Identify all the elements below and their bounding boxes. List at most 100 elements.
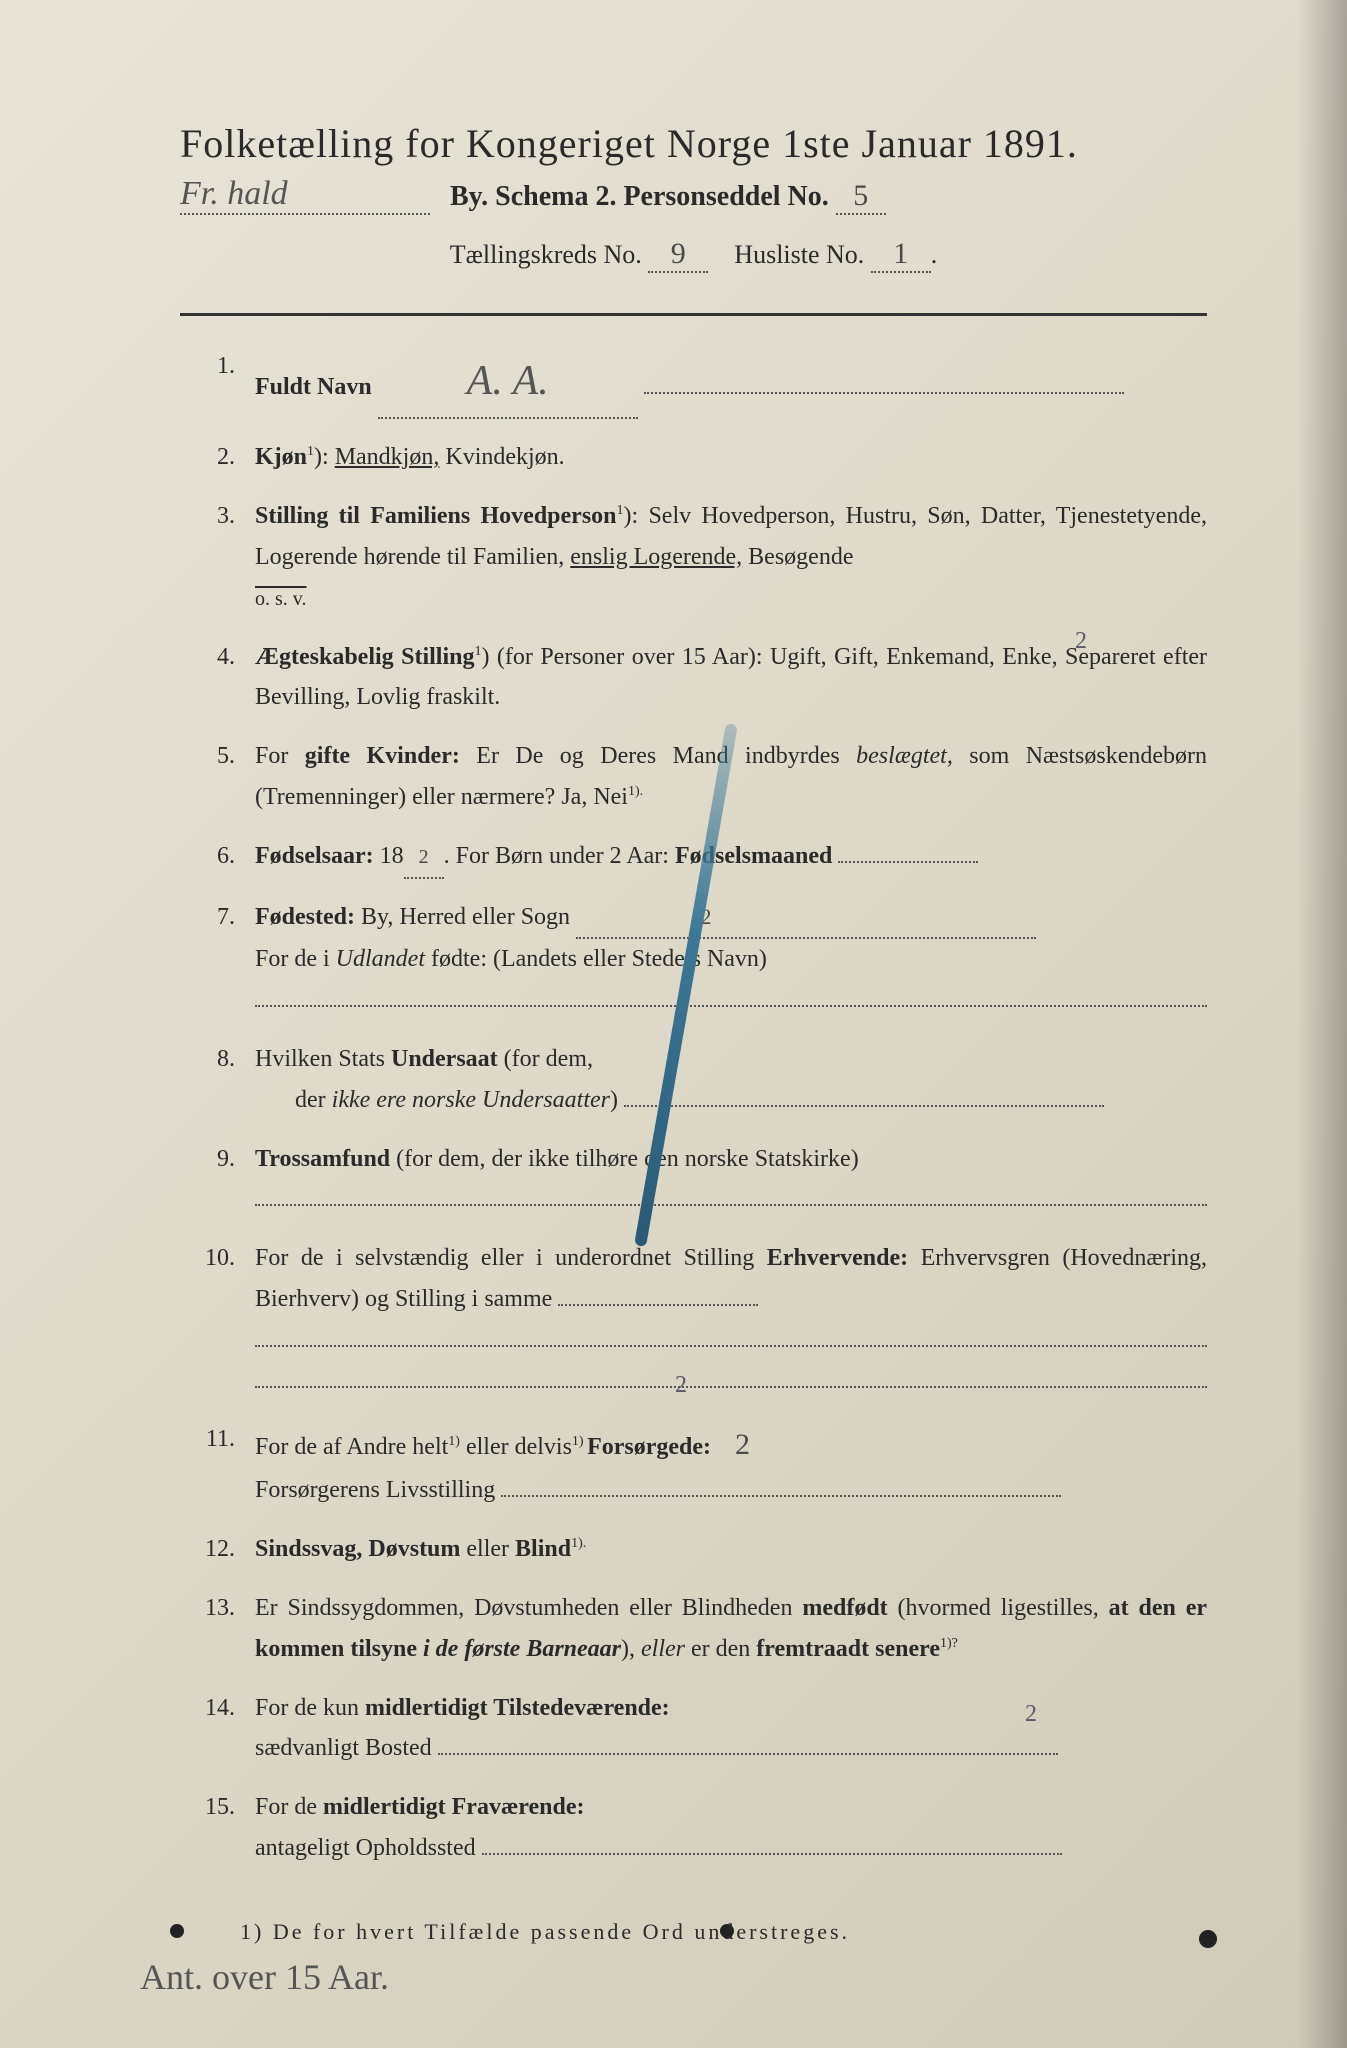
- text-11a: For de af Andre helt: [255, 1434, 448, 1460]
- item-num: 15.: [180, 1787, 255, 1869]
- item-8: 8. Hvilken Stats Undersaat (for dem, der…: [180, 1039, 1207, 1121]
- item-num: 7.: [180, 897, 255, 1021]
- ink-dot: [720, 1924, 734, 1938]
- schema-label: By. Schema 2. Personseddel No.: [450, 181, 829, 212]
- item-15: 15. For de midlertidigt Fraværende: anta…: [180, 1787, 1207, 1869]
- husliste-no: 1: [893, 237, 908, 270]
- text-5: Er De og Deres Mand indbyrdes: [476, 743, 856, 769]
- item-2: 2. Kjøn1): Mandkjøn, Kvindekjøn.: [180, 437, 1207, 478]
- kvindekjon: Kvindekjøn.: [445, 444, 564, 470]
- line2b-7: fødte: (Landets eller Stedets Navn): [431, 946, 767, 972]
- item-num: 12.: [180, 1529, 255, 1570]
- sup11b: 1): [572, 1434, 587, 1449]
- mid-6: For Børn under 2 Aar:: [456, 843, 675, 869]
- paren-4: (for Personer over 15 Aar):: [497, 644, 763, 670]
- item-13: 13. Er Sindssygdommen, Døvstumheden elle…: [180, 1588, 1207, 1670]
- text-15a: For de: [255, 1794, 323, 1820]
- annot-4: 2: [1075, 621, 1087, 662]
- text-7: By, Herred eller Sogn: [361, 904, 570, 930]
- label-tilstede: midlertidigt Tilstedeværende:: [365, 1695, 670, 1721]
- label-gifte: gifte Kvinder:: [305, 743, 460, 769]
- item-num: 5.: [180, 736, 255, 818]
- osv: o. s. v.: [255, 588, 306, 610]
- sup12: 1).: [571, 1536, 586, 1551]
- item-num: 6.: [180, 836, 255, 879]
- line2-8: der: [295, 1087, 332, 1113]
- text-13b: (hvormed ligestilles,: [898, 1595, 1109, 1621]
- item-11: 11. For de af Andre helt1) eller delvis1…: [180, 1419, 1207, 1511]
- divider: [180, 313, 1207, 316]
- text-8a: Hvilken Stats: [255, 1046, 391, 1072]
- item-num: 1.: [180, 346, 255, 419]
- annot-14: 2: [1025, 1694, 1037, 1735]
- item-9: 9. Trossamfund (for dem, der ikke tilhør…: [180, 1139, 1207, 1221]
- label-kjon: Kjøn: [255, 444, 307, 470]
- kreds-label: Tællingskreds No.: [450, 240, 642, 269]
- ink-dot: [170, 1924, 184, 1938]
- text-13c: ),: [621, 1636, 641, 1662]
- item-7: 7. Fødested: By, Herred eller Sogn 2 For…: [180, 897, 1207, 1021]
- header-title: Folketælling for Kongeriget Norge 1ste J…: [180, 120, 1207, 167]
- sup13: 1)?: [940, 1636, 958, 1651]
- label-forsorgede: Forsørgede:: [587, 1434, 711, 1460]
- item-num: 3.: [180, 496, 255, 618]
- year-prefix: 18: [380, 843, 404, 869]
- line2-15: antageligt Opholdssted: [255, 1835, 476, 1861]
- label-fravaer: midlertidigt Fraværende:: [323, 1794, 585, 1820]
- year-hand: 2: [419, 846, 429, 868]
- text-13a: Er Sindssygdommen, Døvstumheden eller Bl…: [255, 1595, 802, 1621]
- em-5: beslægtet,: [856, 743, 953, 769]
- annot-11: 2: [735, 1428, 750, 1461]
- text-12: eller: [466, 1536, 515, 1562]
- item-num: 11.: [180, 1419, 255, 1511]
- label-stilling: Stilling til Familiens Hovedperson: [255, 503, 617, 529]
- label-fodselsaar: Fødselsaar:: [255, 843, 374, 869]
- text-13d: er den: [691, 1636, 756, 1662]
- bottom-handwriting: Ant. over 15 Aar.: [140, 1956, 389, 1998]
- item-num: 2.: [180, 437, 255, 478]
- item-3: 3. Stilling til Familiens Hovedperson1):…: [180, 496, 1207, 618]
- label-aegteskab: Ægteskabelig Stilling: [255, 644, 474, 670]
- item-5: 5. For gifte Kvinder: Er De og Deres Man…: [180, 736, 1207, 818]
- mandkjon: Mandkjøn,: [335, 444, 440, 470]
- line2-7: For de i: [255, 946, 336, 972]
- annot-10: 2: [675, 1365, 687, 1406]
- em-13b: eller: [641, 1636, 691, 1662]
- husliste-label: Husliste No.: [734, 240, 864, 269]
- item-14: 14. For de kun midlertidigt Tilstedevære…: [180, 1688, 1207, 1770]
- label-fuldt-navn: Fuldt Navn: [255, 374, 372, 400]
- annot-7: 2: [701, 904, 712, 929]
- label-trossamfund: Trossamfund: [255, 1146, 390, 1172]
- item-10: 10. For de i selvstændig eller i underor…: [180, 1238, 1207, 1401]
- fuldt-navn-value: A. A.: [467, 358, 549, 404]
- label-fodested: Fødested:: [255, 904, 355, 930]
- text-14a: For de kun: [255, 1695, 365, 1721]
- item-num: 4.: [180, 637, 255, 719]
- item-num: 10.: [180, 1238, 255, 1401]
- item-6: 6. Fødselsaar: 182. For Børn under 2 Aar…: [180, 836, 1207, 879]
- line2b-8: ): [610, 1087, 618, 1113]
- em-7: Udlandet: [336, 946, 425, 972]
- text-11b: eller delvis: [466, 1434, 572, 1460]
- sup-5: 1).: [628, 784, 643, 799]
- pre-5: For: [255, 743, 305, 769]
- label-sindssvag: Sindssvag, Døvstum: [255, 1536, 460, 1562]
- label-undersaat: Undersaat: [391, 1046, 498, 1072]
- sup: 1: [307, 444, 314, 459]
- item-num: 13.: [180, 1588, 255, 1670]
- text-8b: (for dem,: [504, 1046, 593, 1072]
- em-8: ikke ere norske Undersaatter: [332, 1087, 610, 1113]
- item-4: 4. Ægteskabelig Stilling1) (for Personer…: [180, 637, 1207, 719]
- b-13-1: medfødt: [802, 1595, 887, 1621]
- line2-11: Forsørgerens Livsstilling: [255, 1477, 495, 1503]
- label-erhverv: Erhvervende:: [767, 1245, 908, 1271]
- item-1: 1. Fuldt Navn A. A.: [180, 346, 1207, 419]
- personseddel-no: 5: [853, 179, 868, 212]
- form-items: 1. Fuldt Navn A. A. 2. Kjøn1): Mandkjøn,…: [180, 346, 1207, 1869]
- line2-14: sædvanligt Bosted: [255, 1735, 432, 1761]
- label-blind: Blind: [515, 1536, 571, 1562]
- text-3b: Besøgende: [748, 544, 853, 570]
- label-fodselsmnd: Fødselsmaaned: [675, 843, 832, 869]
- header-line3: Tællingskreds No. 9 Husliste No. 1.: [180, 237, 1207, 273]
- page-shadow: [1297, 0, 1347, 2048]
